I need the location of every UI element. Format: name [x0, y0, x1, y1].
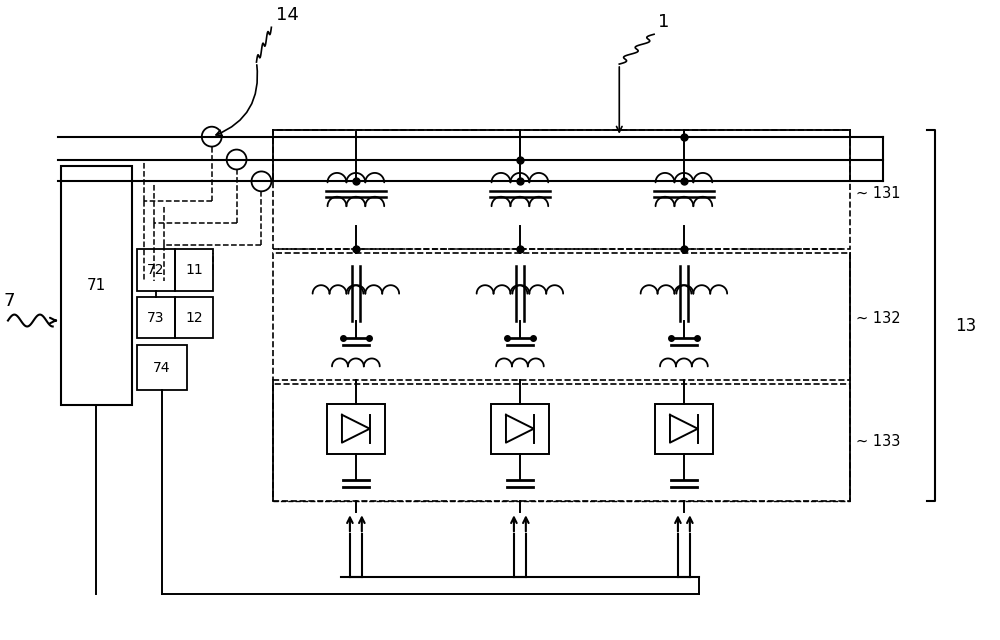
Text: 11: 11: [185, 263, 203, 277]
Bar: [175, 297, 213, 339]
Text: 7: 7: [4, 292, 15, 310]
Text: 73: 73: [147, 310, 165, 324]
Text: ~ 131: ~ 131: [856, 186, 900, 201]
Bar: [137, 249, 175, 291]
Bar: [273, 384, 850, 501]
Bar: [327, 404, 385, 454]
Bar: [491, 404, 549, 454]
Bar: [61, 166, 132, 405]
Text: 72: 72: [147, 263, 165, 277]
Text: 71: 71: [87, 278, 106, 293]
Text: 12: 12: [185, 310, 203, 324]
Text: ~ 133: ~ 133: [856, 435, 900, 449]
Text: ~ 132: ~ 132: [856, 311, 900, 326]
Bar: [137, 346, 187, 390]
Text: 13: 13: [955, 317, 977, 335]
Bar: [273, 130, 850, 249]
Text: 14: 14: [276, 6, 299, 24]
Bar: [137, 297, 175, 339]
Bar: [655, 404, 713, 454]
Text: 74: 74: [153, 361, 171, 375]
Bar: [273, 253, 850, 380]
Text: 1: 1: [658, 13, 669, 31]
Bar: [175, 249, 213, 291]
